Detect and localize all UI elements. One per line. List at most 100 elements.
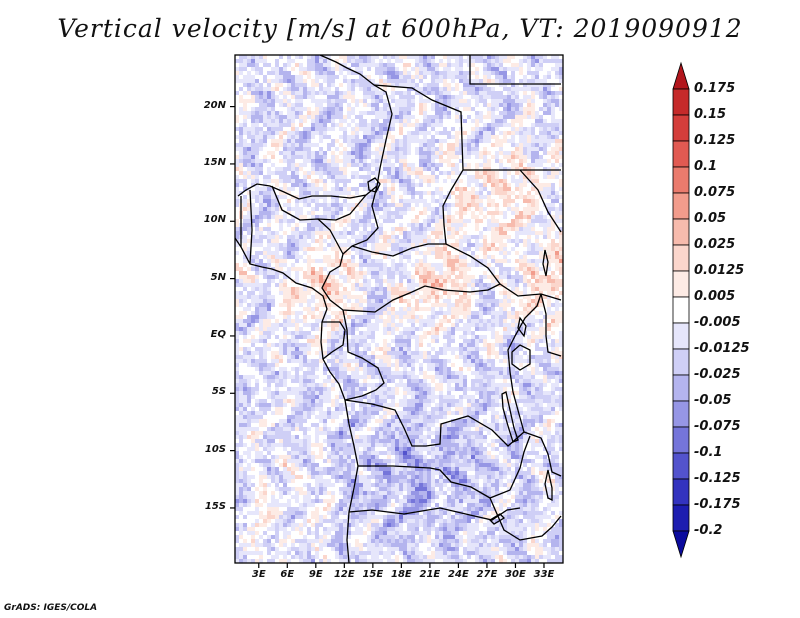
field-cell xyxy=(435,55,440,60)
field-cell xyxy=(299,183,304,188)
field-cell xyxy=(411,279,416,284)
field-cell xyxy=(279,215,284,220)
field-cell xyxy=(379,223,384,228)
field-cell xyxy=(387,115,392,120)
field-cell xyxy=(331,63,336,68)
field-cell xyxy=(475,295,480,300)
field-cell xyxy=(531,79,536,84)
field-cell xyxy=(411,91,416,96)
field-cell xyxy=(319,79,324,84)
field-cell xyxy=(267,155,272,160)
field-cell xyxy=(339,283,344,288)
field-cell xyxy=(443,115,448,120)
field-cell xyxy=(519,171,524,176)
field-cell xyxy=(383,259,388,264)
field-cell xyxy=(327,207,332,212)
field-cell xyxy=(387,175,392,180)
field-cell xyxy=(307,67,312,72)
field-cell xyxy=(359,279,364,284)
field-cell xyxy=(395,171,400,176)
field-cell xyxy=(339,267,344,272)
field-cell xyxy=(383,235,388,240)
field-cell xyxy=(555,147,560,152)
field-cell xyxy=(423,127,428,132)
field-cell xyxy=(371,95,376,100)
field-cell xyxy=(471,127,476,132)
field-cell xyxy=(527,187,532,192)
field-cell xyxy=(543,195,548,200)
field-cell xyxy=(339,251,344,256)
field-cell xyxy=(263,247,268,252)
field-cell xyxy=(371,107,376,112)
field-cell xyxy=(375,103,380,108)
field-cell xyxy=(411,231,416,236)
field-cell xyxy=(323,271,328,276)
field-cell xyxy=(507,167,512,172)
field-cell xyxy=(339,227,344,232)
field-cell xyxy=(375,75,380,80)
field-cell xyxy=(423,115,428,120)
field-cell xyxy=(491,103,496,108)
field-cell xyxy=(247,95,252,100)
field-cell xyxy=(431,271,436,276)
field-cell xyxy=(351,199,356,204)
field-cell xyxy=(403,143,408,148)
field-cell xyxy=(271,175,276,180)
field-cell xyxy=(515,155,520,160)
field-cell xyxy=(271,199,276,204)
field-cell xyxy=(531,199,536,204)
field-cell xyxy=(327,67,332,72)
field-cell xyxy=(347,215,352,220)
field-cell xyxy=(331,255,336,260)
field-cell xyxy=(483,95,488,100)
field-cell xyxy=(343,275,348,280)
field-cell xyxy=(351,183,356,188)
field-cell xyxy=(379,259,384,264)
field-cell xyxy=(411,235,416,240)
field-cell xyxy=(247,295,252,300)
field-cell xyxy=(503,67,508,72)
field-cell xyxy=(303,171,308,176)
field-cell xyxy=(539,191,544,196)
field-cell xyxy=(483,271,488,276)
field-cell xyxy=(239,295,244,300)
field-cell xyxy=(383,207,388,212)
field-cell xyxy=(519,119,524,124)
field-cell xyxy=(459,63,464,68)
field-cell xyxy=(547,219,552,224)
field-cell xyxy=(355,163,360,168)
field-cell xyxy=(383,127,388,132)
field-cell xyxy=(287,163,292,168)
field-cell xyxy=(279,71,284,76)
field-cell xyxy=(483,203,488,208)
field-cell xyxy=(259,175,264,180)
field-cell xyxy=(527,135,532,140)
field-cell xyxy=(327,123,332,128)
field-cell xyxy=(471,107,476,112)
field-cell xyxy=(507,163,512,168)
field-cell xyxy=(543,219,548,224)
field-cell xyxy=(435,175,440,180)
field-cell xyxy=(315,235,320,240)
field-cell xyxy=(415,59,420,64)
field-cell xyxy=(467,211,472,216)
field-cell xyxy=(279,203,284,208)
field-cell xyxy=(267,199,272,204)
field-cell xyxy=(243,67,248,72)
field-cell xyxy=(443,283,448,288)
field-cell xyxy=(315,295,320,300)
field-cell xyxy=(507,123,512,128)
field-cell xyxy=(523,295,528,300)
field-cell xyxy=(367,163,372,168)
field-cell xyxy=(327,83,332,88)
field-cell xyxy=(323,199,328,204)
field-cell xyxy=(235,251,240,256)
field-cell xyxy=(295,59,300,64)
field-cell xyxy=(451,59,456,64)
field-cell xyxy=(379,247,384,252)
field-cell xyxy=(331,111,336,116)
field-cell xyxy=(427,235,432,240)
field-cell xyxy=(399,171,404,176)
field-cell xyxy=(363,183,368,188)
field-cell xyxy=(499,263,504,268)
